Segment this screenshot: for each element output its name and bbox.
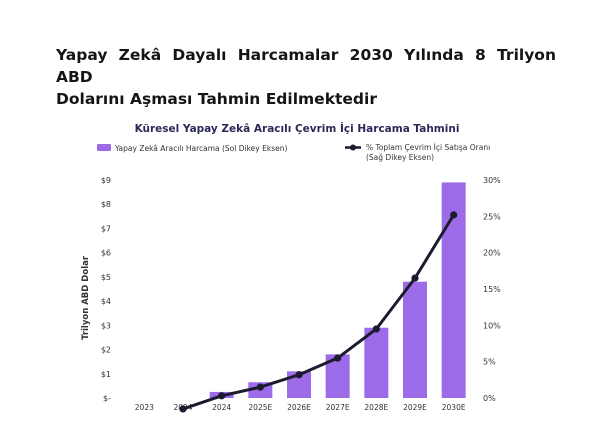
x-tick-label: 2024 <box>212 403 231 412</box>
y-left-tick-label: $5 <box>101 273 111 282</box>
line-point <box>411 274 419 282</box>
y-left-tick-label: $6 <box>101 249 111 258</box>
legend-line-label: % Toplam Çevrim İçi Satışa Oranı <box>366 143 490 152</box>
line-point <box>179 405 187 413</box>
x-tick-label: 2026E <box>287 403 311 412</box>
headline: Yapay Zekâ Dayalı Harcamalar 2030 Yılınd… <box>56 44 556 110</box>
chart-title: Küresel Yapay Zekâ Aracılı Çevrim İçi Ha… <box>135 121 460 135</box>
line-point <box>218 392 226 400</box>
legend-line-label-2: (Sağ Dikey Eksen) <box>366 153 434 162</box>
spending-forecast-chart: Küresel Yapay Zekâ Aracılı Çevrim İçi Ha… <box>81 121 501 413</box>
y-left-tick-label: $3 <box>101 321 111 330</box>
x-tick-label: 2025E <box>248 403 272 412</box>
y-right-tick-label: 15% <box>483 285 501 294</box>
legend-bar-swatch <box>97 144 111 151</box>
y-left-tick-label: $2 <box>101 346 111 355</box>
y-left-tick-label: $4 <box>101 297 111 306</box>
x-tick-label: 2029E <box>403 403 427 412</box>
y-left-tick-label: $8 <box>101 200 111 209</box>
y-right-tick-label: 20% <box>483 249 501 258</box>
y-right-tick-label: 25% <box>483 212 501 221</box>
line-point <box>334 354 342 362</box>
line-point <box>295 371 303 379</box>
line-point <box>256 383 264 391</box>
y-right-tick-label: 10% <box>483 321 501 330</box>
x-tick-label: 2028E <box>364 403 388 412</box>
y-left-tick-label: $7 <box>101 224 111 233</box>
chart-container: Küresel Yapay Zekâ Aracılı Çevrim İçi Ha… <box>75 108 520 420</box>
y-right-tick-label: 0% <box>483 394 496 403</box>
headline-line-1: Yapay Zekâ Dayalı Harcamalar 2030 Yılınd… <box>56 46 556 86</box>
legend-bar-label: Yapay Zekâ Aracılı Harcama (Sol Dikey Ek… <box>114 144 287 153</box>
bar <box>364 327 389 398</box>
ratio-line <box>182 214 455 411</box>
y-left-tick-label: $- <box>103 394 111 403</box>
bar <box>403 281 427 398</box>
line-point <box>450 211 458 219</box>
y-left-tick-label: $1 <box>101 370 111 379</box>
y-right-tick-label: 30% <box>483 176 501 185</box>
bar <box>441 182 466 398</box>
headline-line-2: Dolarını Aşması Tahmin Edilmektedir <box>56 90 377 108</box>
y-left-tick-label: $9 <box>101 176 111 185</box>
bar <box>325 354 350 398</box>
x-tick-label: 2027E <box>326 403 350 412</box>
legend-line-marker <box>350 144 356 151</box>
y-right-tick-label: 5% <box>483 358 496 367</box>
x-tick-label: 2030E <box>442 403 466 412</box>
line-point <box>372 325 380 333</box>
x-tick-label: 2023 <box>135 403 154 412</box>
y-axis-title: Trilyon ABD Dolar <box>81 255 91 340</box>
